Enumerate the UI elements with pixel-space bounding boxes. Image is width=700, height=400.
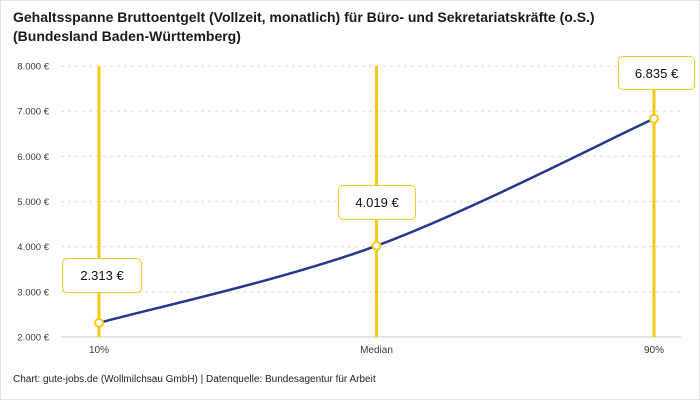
x-tick-label: Median (360, 345, 393, 356)
y-tick-label: 2.000 € (17, 333, 49, 344)
source-attribution: Chart: gute-jobs.de (Wollmilchsau GmbH) … (13, 374, 376, 385)
value-label-90th-percentile: 6.835 € (634, 65, 679, 81)
y-tick-label: 6.000 € (17, 152, 49, 163)
data-point-marker (649, 113, 659, 124)
y-tick-label: 5.000 € (17, 197, 49, 208)
value-label-median: 4.019 € (355, 195, 399, 210)
data-point-marker (94, 317, 104, 328)
x-tick-label: 10% (89, 345, 109, 356)
value-callout-10th-percentile: 2.313 € (62, 258, 142, 293)
y-tick-label: 7.000 € (17, 107, 49, 118)
value-callout-90th-percentile: 6.835 € (618, 56, 695, 90)
y-tick-label: 3.000 € (17, 287, 49, 298)
chart-title: Gehaltsspanne Bruttoentgelt (Vollzeit, m… (13, 9, 595, 45)
data-point-marker (371, 240, 382, 251)
y-tick-label: 4.000 € (17, 242, 49, 253)
x-tick-label: 90% (644, 345, 664, 356)
value-callout-median: 4.019 € (338, 185, 416, 220)
y-tick-label: 8.000 € (17, 62, 49, 73)
value-label-10th-percentile: 2.313 € (80, 268, 124, 283)
